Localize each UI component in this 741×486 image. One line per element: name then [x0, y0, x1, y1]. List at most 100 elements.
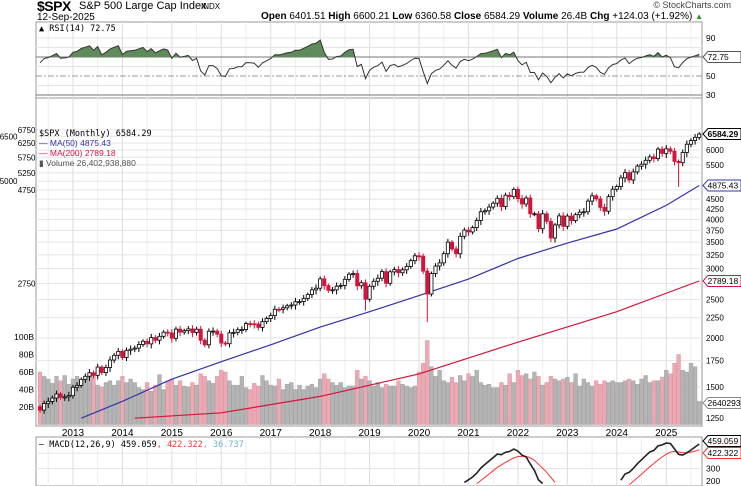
- volume-bar: [161, 389, 166, 425]
- volume-tag: 2640293: [702, 397, 741, 409]
- volume-tick-label: 100B: [14, 332, 34, 342]
- x-tick-label: 2018: [309, 428, 332, 439]
- volume-bar: [169, 378, 174, 425]
- candle-body: [62, 396, 67, 399]
- candle-body: [103, 367, 108, 373]
- volume-bar: [462, 380, 467, 425]
- candle-body: [470, 227, 475, 233]
- volume-bar: [416, 371, 422, 425]
- candle-body: [400, 269, 405, 274]
- symbol: $SPX: [37, 0, 71, 14]
- candle-body: [598, 198, 603, 208]
- volume-bar: [421, 363, 426, 425]
- candle-body: [231, 331, 236, 334]
- open-value: 6401.51: [289, 11, 326, 22]
- candle-body: [149, 337, 154, 345]
- volume-bar: [581, 378, 586, 425]
- volume-bar: [367, 380, 372, 425]
- candle-body: [664, 148, 669, 154]
- volume-bar: [408, 387, 413, 425]
- ma200-tag-box: [702, 274, 741, 287]
- candle-body: [684, 143, 689, 153]
- candle-body: [178, 328, 183, 333]
- candle-body: [318, 278, 323, 289]
- y-tick-label: 1250: [706, 414, 724, 423]
- volume-bar: [429, 366, 434, 425]
- volume-bar: [103, 382, 109, 425]
- volume-bar: [107, 380, 113, 425]
- rsi-tag-box: [702, 51, 741, 63]
- candle-body: [569, 215, 574, 221]
- y-tick-label: 6250: [18, 139, 36, 148]
- macd-line: [463, 442, 700, 485]
- candle-body: [524, 197, 529, 205]
- candle-body: [235, 329, 240, 333]
- candle-body: [404, 265, 409, 271]
- volume-bar: [486, 384, 492, 425]
- volume-bar: [400, 384, 405, 425]
- macd-tag: 459.059: [702, 435, 741, 447]
- rsi-tick-label: 50: [706, 71, 716, 81]
- candle-body: [388, 271, 393, 284]
- volume-bar: [285, 384, 290, 425]
- volume-bar: [165, 380, 170, 425]
- x-tick-label: 2021: [457, 428, 480, 439]
- y-tick-label: 5250: [18, 169, 36, 178]
- y-tick-label: 3750: [706, 226, 724, 235]
- volume-bar: [425, 340, 430, 425]
- volume-bar: [153, 384, 158, 425]
- exchange: INDX: [201, 2, 221, 11]
- candle-body: [169, 332, 174, 339]
- candle-body: [116, 350, 121, 356]
- candle-body: [491, 202, 496, 208]
- volume-bar: [186, 386, 191, 425]
- volume-bar: [548, 376, 553, 425]
- candle-body: [132, 347, 137, 350]
- volume-bar: [252, 383, 257, 425]
- volume-bar: [544, 382, 549, 425]
- volume-bar: [495, 387, 500, 425]
- candle-body: [202, 339, 207, 346]
- volume-bar: [528, 378, 533, 425]
- volume-bar: [219, 370, 224, 425]
- ma200-legend: — MA(200) 2789.18: [39, 148, 116, 158]
- copyright: © StockCharts.com: [653, 0, 731, 10]
- candle-body: [206, 330, 211, 346]
- candle-body: [651, 156, 656, 159]
- volume-bar: [458, 375, 463, 425]
- volume-bar: [330, 382, 335, 425]
- candle-body: [561, 215, 566, 227]
- candle-body: [120, 350, 125, 358]
- y-tick-label: 2250: [706, 314, 724, 323]
- candle-body: [83, 375, 88, 380]
- security-name: S&P 500 Large Cap Index: [79, 0, 207, 12]
- signal-tag: 422.322: [702, 447, 741, 459]
- volume-bar: [198, 373, 203, 425]
- candle-body: [449, 241, 454, 250]
- candle-body: [243, 323, 248, 330]
- volume-bar: [635, 384, 640, 425]
- candle-body: [553, 224, 558, 239]
- volume-bar: [136, 387, 141, 425]
- volume-bar: [206, 380, 212, 425]
- volume-bar: [433, 376, 438, 425]
- candle-body: [322, 278, 327, 287]
- volume-bar: [99, 386, 104, 425]
- candle-body: [355, 273, 360, 287]
- volume-bar: [305, 385, 310, 425]
- volume-bar: [565, 377, 570, 425]
- y-tick-label: 2000: [706, 334, 724, 343]
- x-tick-label: 2013: [62, 428, 85, 439]
- candle-body: [260, 321, 265, 328]
- volume-bar: [598, 384, 603, 425]
- volume-bar: [194, 384, 199, 425]
- volume-bar: [248, 389, 253, 425]
- volume-bar: [42, 376, 47, 425]
- candle-body: [528, 197, 533, 215]
- volume-bar: [145, 382, 150, 425]
- candle-body: [285, 305, 290, 309]
- candle-body: [627, 172, 632, 181]
- close-label: Close: [453, 11, 482, 22]
- candle-body: [590, 195, 595, 202]
- ma50-tag-text: 4875.43: [708, 180, 739, 190]
